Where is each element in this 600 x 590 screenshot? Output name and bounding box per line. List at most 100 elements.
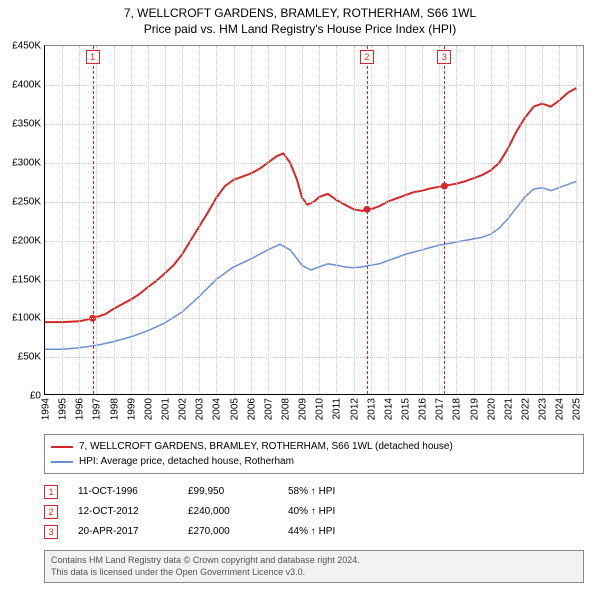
plot-area: £0£50K£100K£150K£200K£250K£300K£350K£400…: [44, 45, 584, 395]
xtick-label: 2003: [193, 398, 206, 420]
event-marker-box: 3: [437, 50, 451, 64]
gridline-v: [182, 46, 183, 394]
ytick-label: £400K: [12, 80, 45, 91]
xtick-label: 1994: [39, 398, 52, 420]
gridline-h: [45, 85, 583, 86]
xtick-label: 2022: [519, 398, 532, 420]
footer-box: Contains HM Land Registry data © Crown c…: [44, 550, 584, 583]
gridline-h: [45, 280, 583, 281]
gridline-h: [45, 241, 583, 242]
gridline-v: [319, 46, 320, 394]
xtick-label: 1997: [90, 398, 103, 420]
xtick-label: 2019: [467, 398, 480, 420]
sales-idx-box: 3: [44, 525, 58, 539]
footer-line-1: Contains HM Land Registry data © Crown c…: [51, 555, 577, 567]
legend-swatch-property: [51, 446, 73, 448]
xtick-label: 2000: [141, 398, 154, 420]
sales-row: 2 12-OCT-2012 £240,000 40% ↑ HPI: [44, 502, 584, 522]
chart-container: 7, WELLCROFT GARDENS, BRAMLEY, ROTHERHAM…: [0, 0, 600, 590]
sales-table: 1 11-OCT-1996 £99,950 58% ↑ HPI 2 12-OCT…: [44, 482, 584, 542]
gridline-h: [45, 318, 583, 319]
gridline-v: [165, 46, 166, 394]
xtick-label: 2020: [484, 398, 497, 420]
xtick-label: 2008: [279, 398, 292, 420]
xtick-label: 1998: [107, 398, 120, 420]
sales-idx-box: 2: [44, 505, 58, 519]
event-marker-box: 2: [360, 50, 374, 64]
xtick-label: 2010: [313, 398, 326, 420]
xtick-label: 2004: [210, 398, 223, 420]
xtick-label: 2021: [501, 398, 514, 420]
sales-delta: 40% ↑ HPI: [288, 502, 335, 522]
xtick-label: 2017: [433, 398, 446, 420]
ytick-label: £300K: [12, 157, 45, 168]
gridline-v: [439, 46, 440, 394]
ytick-label: £200K: [12, 235, 45, 246]
xtick-label: 2011: [330, 398, 343, 420]
xtick-label: 2014: [381, 398, 394, 420]
gridline-v: [576, 46, 577, 394]
xtick-label: 2023: [536, 398, 549, 420]
sales-delta: 44% ↑ HPI: [288, 522, 335, 542]
gridline-v: [79, 46, 80, 394]
sales-price: £240,000: [188, 502, 268, 522]
gridline-h: [45, 163, 583, 164]
xtick-label: 2016: [416, 398, 429, 420]
plot-svg: [45, 46, 585, 396]
event-line: [93, 46, 94, 394]
sales-price: £99,950: [188, 482, 268, 502]
gridline-v: [371, 46, 372, 394]
title-line-2: Price paid vs. HM Land Registry's House …: [0, 22, 600, 38]
ytick-label: £350K: [12, 118, 45, 129]
gridline-v: [474, 46, 475, 394]
gridline-v: [234, 46, 235, 394]
gridline-v: [354, 46, 355, 394]
legend-swatch-hpi: [51, 461, 73, 463]
ytick-label: £50K: [18, 352, 45, 363]
legend-label-property: 7, WELLCROFT GARDENS, BRAMLEY, ROTHERHAM…: [79, 439, 453, 454]
sales-price: £270,000: [188, 522, 268, 542]
xtick-label: 2006: [244, 398, 257, 420]
gridline-v: [62, 46, 63, 394]
xtick-label: 1995: [56, 398, 69, 420]
xtick-label: 1999: [124, 398, 137, 420]
gridline-v: [131, 46, 132, 394]
title-line-1: 7, WELLCROFT GARDENS, BRAMLEY, ROTHERHAM…: [0, 6, 600, 22]
xtick-label: 2001: [159, 398, 172, 420]
gridline-v: [508, 46, 509, 394]
gridline-v: [456, 46, 457, 394]
series-line-hpi: [45, 181, 576, 349]
ytick-label: £100K: [12, 313, 45, 324]
sales-row: 1 11-OCT-1996 £99,950 58% ↑ HPI: [44, 482, 584, 502]
event-line: [444, 46, 445, 394]
xtick-label: 2018: [450, 398, 463, 420]
sales-row: 3 20-APR-2017 £270,000 44% ↑ HPI: [44, 522, 584, 542]
gridline-v: [268, 46, 269, 394]
footer-line-2: This data is licensed under the Open Gov…: [51, 567, 577, 579]
ytick-label: £150K: [12, 274, 45, 285]
sales-idx-box: 1: [44, 485, 58, 499]
xtick-label: 2007: [261, 398, 274, 420]
gridline-v: [216, 46, 217, 394]
gridline-v: [251, 46, 252, 394]
xtick-label: 2005: [227, 398, 240, 420]
legend-row: 7, WELLCROFT GARDENS, BRAMLEY, ROTHERHAM…: [51, 439, 577, 454]
gridline-v: [96, 46, 97, 394]
xtick-label: 2009: [296, 398, 309, 420]
gridline-v: [405, 46, 406, 394]
below-chart: 7, WELLCROFT GARDENS, BRAMLEY, ROTHERHAM…: [44, 434, 584, 583]
ytick-label: £250K: [12, 196, 45, 207]
gridline-v: [388, 46, 389, 394]
xtick-label: 2012: [347, 398, 360, 420]
sales-date: 11-OCT-1996: [78, 482, 168, 502]
gridline-v: [199, 46, 200, 394]
sales-date: 20-APR-2017: [78, 522, 168, 542]
gridline-v: [114, 46, 115, 394]
legend-box: 7, WELLCROFT GARDENS, BRAMLEY, ROTHERHAM…: [44, 434, 584, 474]
event-marker-box: 1: [86, 50, 100, 64]
gridline-h: [45, 202, 583, 203]
gridline-v: [336, 46, 337, 394]
gridline-v: [542, 46, 543, 394]
gridline-v: [559, 46, 560, 394]
gridline-v: [148, 46, 149, 394]
